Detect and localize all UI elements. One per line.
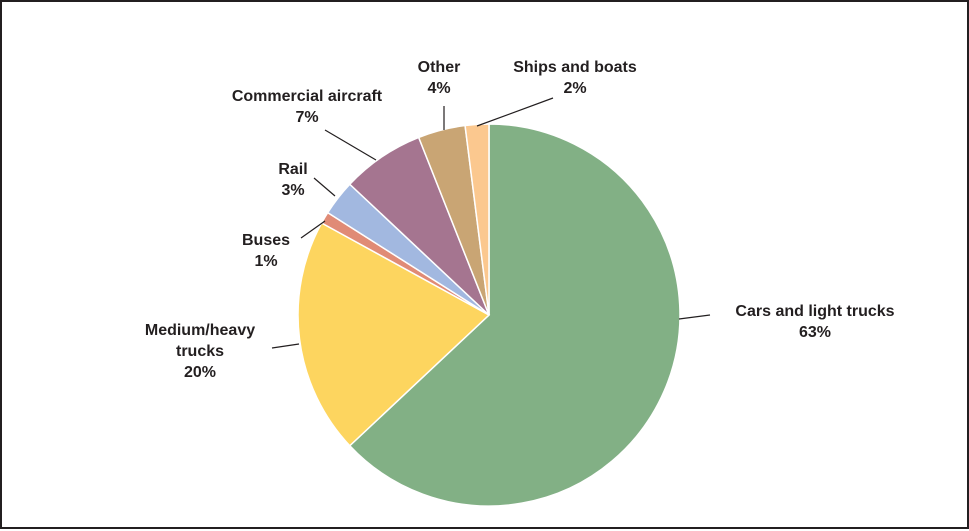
pie-slice-ships-and-boats <box>464 123 490 316</box>
leader-line <box>313 177 336 197</box>
slice-label: Commercial aircraft 7% <box>232 88 383 126</box>
leader-line <box>678 314 711 320</box>
slice-label: Other 4% <box>418 59 461 97</box>
slice-label: Rail 3% <box>278 161 307 199</box>
slice-name-label: Commercial aircraft <box>232 88 383 105</box>
slice-label: Ships and boats 2% <box>513 59 637 97</box>
slice-label: Buses 1% <box>242 232 290 270</box>
slice-name-label: Medium/heavy <box>145 322 255 339</box>
slice-name-label: Other <box>418 59 461 76</box>
slice-name-label: Rail <box>278 161 307 178</box>
leader-line <box>271 343 300 349</box>
slice-percent-label: 3% <box>281 182 304 199</box>
pie-slice-medium-heavy-trucks <box>297 221 491 447</box>
slice-percent-label: 63% <box>799 324 831 341</box>
leader-line <box>324 129 377 161</box>
leader-line <box>300 220 326 239</box>
slice-name-label: Buses <box>242 232 290 249</box>
slice-percent-label: 20% <box>184 364 216 381</box>
slice-percent-label: 7% <box>295 109 318 126</box>
slice-percent-label: 4% <box>427 80 450 97</box>
slice-label: Cars and light trucks 63% <box>735 303 894 341</box>
slice-name-label: trucks <box>176 343 224 360</box>
pie-slice-cars-and-light-trucks <box>348 123 681 507</box>
slice-name-label: Ships and boats <box>513 59 637 76</box>
leader-line <box>476 97 554 127</box>
slice-name-label: Cars and light trucks <box>735 303 894 320</box>
slice-percent-label: 1% <box>254 253 277 270</box>
slice-label: Medium/heavy trucks 20% <box>145 322 255 381</box>
slice-percent-label: 2% <box>563 80 586 97</box>
